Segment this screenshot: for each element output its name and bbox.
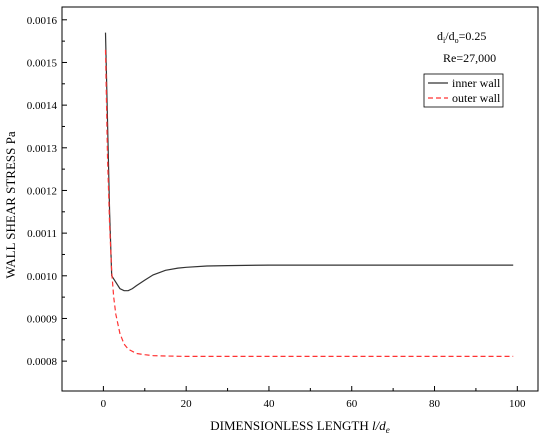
- ratio-annotation-sub-i: i: [443, 36, 446, 45]
- y-tick-label: 0.0013: [27, 143, 58, 155]
- y-axis-title: WALL SHEAR STRESS Pa: [3, 131, 18, 278]
- x-tick-label: 40: [263, 398, 275, 410]
- y-tick-label: 0.0009: [27, 313, 58, 325]
- x-axis-title: DIMENSIONLESS LENGTH l/de: [210, 418, 390, 435]
- y-tick-label: 0.0010: [27, 271, 58, 283]
- legend: inner wall outer wall: [423, 73, 504, 108]
- legend-box: [423, 73, 504, 108]
- ratio-annotation-d: d: [437, 29, 443, 43]
- reynolds-annotation: Re=27,000: [443, 51, 496, 65]
- legend-label-outer-wall: outer wall: [452, 91, 501, 105]
- series-line-outer-wall: [104, 49, 514, 357]
- plot-frame: [61, 6, 539, 392]
- x-tick-label: 0: [101, 398, 107, 410]
- series-line-inner-wall: [104, 32, 514, 292]
- legend-label-inner-wall: inner wall: [452, 76, 501, 90]
- y-axis-ticks: 0.0008 0.0009 0.0010 0.0011 0.0012 0.0013 0.00…: [27, 15, 67, 368]
- x-axis-title-subscript: e: [386, 425, 390, 435]
- ratio-annotation: di/do=0.25: [437, 29, 486, 45]
- x-axis-title-main: DIMENSIONLESS LENGTH: [210, 418, 372, 433]
- x-tick-label: 100: [509, 398, 526, 410]
- y-tick-label: 0.0011: [27, 228, 57, 240]
- y-tick-label: 0.0012: [27, 185, 57, 197]
- ratio-annotation-value: =0.25: [459, 29, 487, 43]
- y-tick-label: 0.0015: [27, 57, 58, 69]
- y-tick-label: 0.0014: [27, 100, 58, 112]
- ratio-annotation-slash: /d: [445, 29, 454, 43]
- x-axis-ticks: 0 20 40 60 80 100: [61, 386, 526, 410]
- y-tick-label: 0.0008: [27, 356, 58, 368]
- ratio-annotation-sub-o: o: [455, 36, 459, 45]
- x-tick-label: 80: [429, 398, 441, 410]
- x-axis-title-variable: l/d: [372, 418, 386, 433]
- x-tick-label: 60: [346, 398, 358, 410]
- x-tick-label: 20: [181, 398, 193, 410]
- y-tick-label: 0.0016: [27, 15, 58, 27]
- series-layer: [104, 32, 514, 357]
